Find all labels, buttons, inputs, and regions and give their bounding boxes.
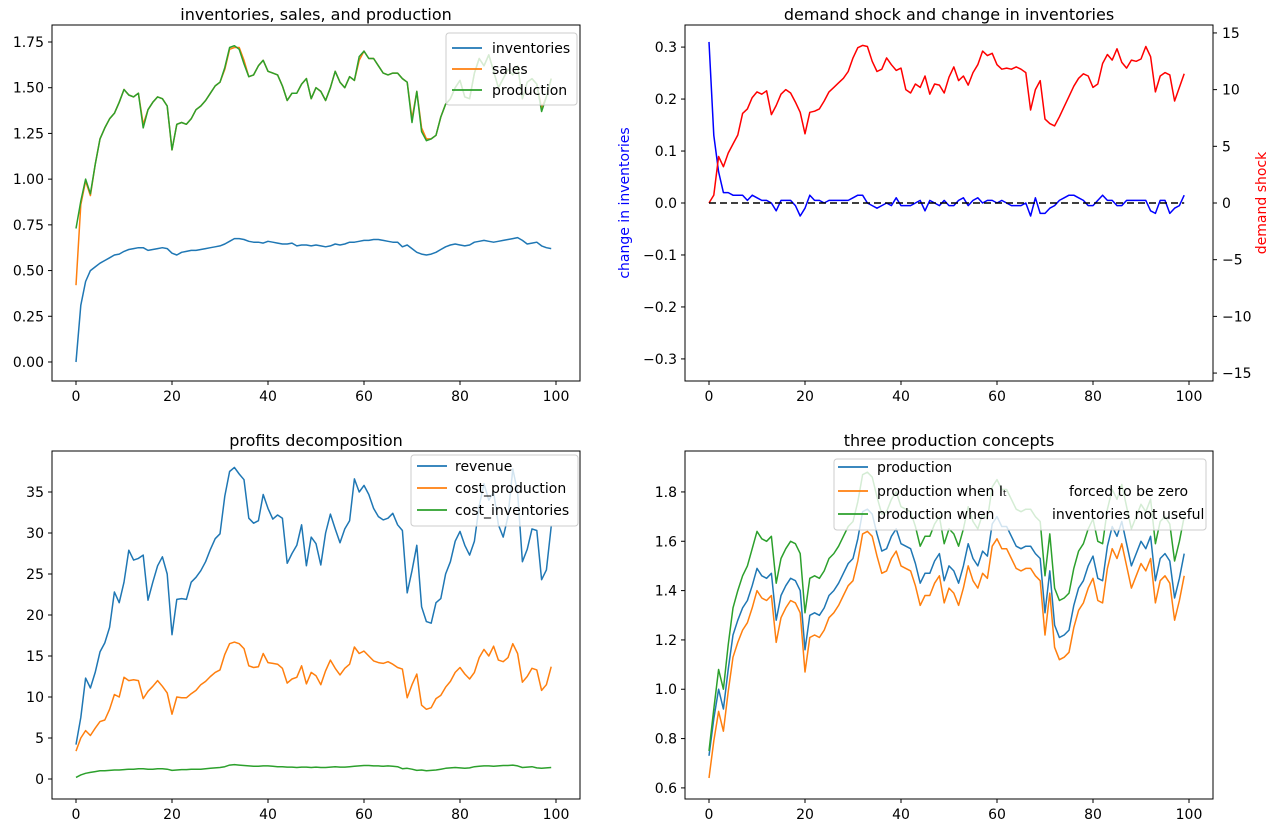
x-tick-label: 40: [892, 807, 910, 823]
y-tick-label: 1.4: [655, 584, 677, 600]
y-tick-label: −0.1: [643, 248, 677, 264]
y-tick-label: −0.2: [643, 300, 677, 316]
y-tick-right-label: 10: [1222, 83, 1240, 99]
y-tick-right-label: 15: [1222, 26, 1240, 42]
y-tick-label: 1.75: [13, 35, 44, 51]
x-tick-label: 60: [988, 807, 1006, 823]
y-tick-label: 1.00: [13, 172, 44, 188]
chart-title-inventories-sales-production: inventories, sales, and production: [180, 5, 452, 24]
x-tick-label: 40: [259, 807, 277, 823]
legend-box: [410, 454, 579, 527]
x-tick-label: 20: [796, 807, 814, 823]
series-line-change-in-inventories: [708, 41, 1185, 217]
y-tick-right-label: 5: [1222, 139, 1231, 155]
x-tick-label: 20: [163, 389, 181, 405]
series-line-production-when-it-forced-to-be-zero: [708, 530, 1185, 779]
y-tick-label: 1.6: [655, 534, 677, 550]
y-tick-label: 25: [26, 567, 44, 583]
y-tick-label: 0: [35, 772, 44, 788]
y-tick-right-label: 0: [1222, 196, 1231, 212]
y-tick-label: 0.25: [13, 309, 44, 325]
y-tick-label: 0.2: [655, 92, 677, 108]
series-line-cost-inventories: [75, 763, 552, 779]
y-tick-label: 0.00: [13, 355, 44, 371]
legend-label: cost_inventories: [455, 503, 569, 519]
axes-box: [684, 450, 1214, 800]
y-tick-label: 1.8: [655, 485, 677, 501]
panel-svg-0: 0 20 40 60 80 100 0.00 0.25 0.50 0.75 1.00 1.25 1.50…: [13, 24, 581, 405]
legend-label: production: [877, 460, 952, 476]
x-tick-label: 0: [705, 389, 714, 405]
x-tick-label: 80: [451, 807, 469, 823]
legend-label: inventories: [492, 41, 570, 57]
legend-label-part2: forced to be zero: [1069, 484, 1188, 500]
x-tick-label: 80: [1084, 389, 1102, 405]
y-tick-label: 1.25: [13, 126, 44, 142]
x-tick-label: 0: [72, 807, 81, 823]
x-tick-label: 40: [892, 389, 910, 405]
series-line-inventories: [75, 236, 552, 363]
y-tick-label: 0.50: [13, 264, 44, 280]
y-tick-label: 0.75: [13, 218, 44, 234]
x-tick-label: 100: [1176, 807, 1203, 823]
legend-label: production: [492, 83, 567, 99]
legend-label: production when: [877, 507, 994, 523]
y-tick-label: 10: [26, 690, 44, 706]
x-tick-label: 100: [543, 807, 570, 823]
y-tick-label: 0.1: [655, 144, 677, 160]
y-axis-label-demand-shock: demand shock: [1254, 151, 1270, 255]
x-tick-label: 40: [259, 389, 277, 405]
legend-box: [833, 458, 1207, 531]
chart-title-demand-shock: demand shock and change in inventories: [783, 5, 1115, 24]
legend-label: revenue: [455, 459, 512, 475]
y-tick-label: 15: [26, 649, 44, 665]
x-tick-label: 60: [355, 807, 373, 823]
x-tick-label: 60: [988, 389, 1006, 405]
series-line-demand-shock: [708, 44, 1185, 204]
y-tick-label: 30: [26, 526, 44, 542]
axes-box: [51, 450, 581, 800]
y-tick-label: 0.8: [655, 732, 677, 748]
series-line-production: [708, 508, 1185, 756]
x-tick-label: 80: [451, 389, 469, 405]
y-tick-label: 1.0: [655, 682, 677, 698]
chart-title-profits-decomposition: profits decomposition: [229, 431, 403, 450]
y-tick-label: 1.50: [13, 81, 44, 97]
y-tick-right-label: −10: [1222, 309, 1252, 325]
x-tick-label: 20: [163, 807, 181, 823]
x-tick-label: 60: [355, 389, 373, 405]
series-line-revenue: [75, 466, 552, 745]
x-tick-label: 100: [543, 389, 570, 405]
x-tick-label: 20: [796, 389, 814, 405]
y-tick-label: 0.3: [655, 40, 677, 56]
y-tick-right-label: −15: [1222, 366, 1252, 382]
legend-box: [445, 32, 578, 106]
panel-svg-3: 0 20 40 60 80 100 0.6 0.8 1.0 1.2 1.4 1.6 1.8 product…: [655, 450, 1214, 823]
legend-label: sales: [492, 62, 528, 78]
chart-title-three-production-concepts: three production concepts: [843, 431, 1055, 450]
x-tick-label: 80: [1084, 807, 1102, 823]
y-tick-right-label: −5: [1222, 253, 1243, 269]
x-tick-label: 100: [1176, 389, 1203, 405]
y-tick-label: 35: [26, 485, 44, 501]
x-tick-label: 0: [705, 807, 714, 823]
y-tick-label: 1.2: [655, 633, 677, 649]
series-line-cost-production: [75, 641, 552, 752]
panel-svg-1: 0 20 40 60 80 1000.30.20.10.0−0.1−0.2−0.31510…: [643, 24, 1252, 405]
legend-label: cost_production: [455, 481, 566, 497]
legend-label-part2: inventories not useful: [1052, 507, 1204, 523]
x-tick-label: 0: [72, 389, 81, 405]
axes-box: [51, 24, 581, 382]
y-tick-label: 0.6: [655, 781, 677, 797]
y-tick-label: 0.0: [655, 196, 677, 212]
y-tick-label: 20: [26, 608, 44, 624]
y-tick-label: 5: [35, 731, 44, 747]
y-tick-label: −0.3: [643, 352, 677, 368]
panel-svg-2: 0 20 40 60 80 100 0 5 10 15 20 25 30 35 revenue cost_pr…: [26, 450, 581, 823]
legend-label: production when Iₜ: [877, 484, 1007, 500]
y-axis-label-change-in-inventories: change in inventories: [617, 127, 633, 279]
